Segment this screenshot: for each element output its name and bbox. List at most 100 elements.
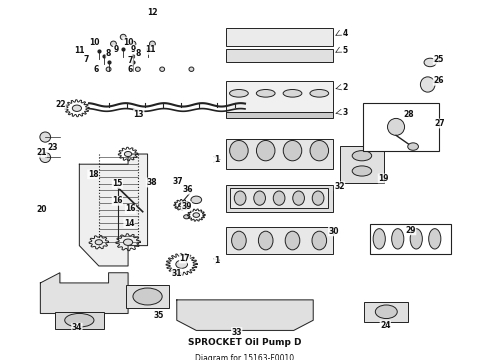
- Text: 18: 18: [88, 170, 98, 179]
- Text: 21: 21: [36, 148, 47, 157]
- Text: 19: 19: [378, 174, 389, 183]
- Bar: [225, 112, 333, 118]
- Circle shape: [124, 152, 132, 157]
- Ellipse shape: [160, 67, 165, 71]
- Circle shape: [179, 203, 185, 207]
- Ellipse shape: [229, 90, 248, 97]
- Ellipse shape: [352, 166, 372, 176]
- Text: 39: 39: [181, 202, 192, 211]
- Text: 10: 10: [89, 37, 99, 46]
- Ellipse shape: [310, 90, 329, 97]
- Text: 13: 13: [134, 109, 144, 118]
- Ellipse shape: [189, 67, 194, 71]
- Ellipse shape: [424, 58, 436, 67]
- Text: 10: 10: [123, 37, 133, 46]
- Ellipse shape: [40, 152, 50, 162]
- Ellipse shape: [256, 140, 275, 161]
- Ellipse shape: [420, 77, 435, 92]
- Bar: [225, 49, 333, 62]
- Ellipse shape: [40, 132, 50, 142]
- Ellipse shape: [111, 41, 116, 46]
- Ellipse shape: [283, 90, 302, 97]
- Bar: [225, 139, 333, 169]
- Text: 3: 3: [342, 108, 347, 117]
- Bar: [225, 28, 333, 46]
- Text: 9: 9: [130, 45, 136, 54]
- Text: 32: 32: [334, 182, 345, 191]
- Text: 24: 24: [380, 321, 391, 330]
- Ellipse shape: [410, 229, 422, 249]
- Text: 1: 1: [214, 155, 220, 164]
- Ellipse shape: [310, 140, 329, 161]
- Text: 17: 17: [179, 254, 190, 263]
- Ellipse shape: [285, 231, 300, 250]
- Ellipse shape: [135, 67, 140, 71]
- Ellipse shape: [178, 262, 185, 267]
- Bar: [55, 312, 104, 329]
- Ellipse shape: [258, 231, 273, 250]
- Ellipse shape: [65, 314, 94, 327]
- Text: 26: 26: [433, 76, 443, 85]
- Text: 38: 38: [146, 178, 157, 187]
- Bar: [365, 302, 408, 322]
- Text: 15: 15: [112, 179, 122, 188]
- Text: 30: 30: [328, 227, 339, 236]
- Text: 6: 6: [128, 66, 133, 75]
- Circle shape: [73, 105, 81, 111]
- Text: 35: 35: [153, 311, 164, 320]
- Text: Diagram for 15163-F0010: Diagram for 15163-F0010: [196, 354, 294, 360]
- Text: 1: 1: [214, 256, 220, 265]
- Bar: [225, 227, 333, 254]
- Text: 16: 16: [112, 196, 122, 205]
- Ellipse shape: [184, 215, 190, 219]
- Text: 34: 34: [72, 323, 82, 332]
- Ellipse shape: [273, 191, 285, 205]
- Text: 8: 8: [135, 49, 141, 58]
- Text: 37: 37: [172, 177, 183, 186]
- Bar: [125, 285, 170, 309]
- Bar: [363, 103, 439, 150]
- Ellipse shape: [133, 288, 162, 305]
- Polygon shape: [79, 154, 147, 266]
- Text: 7: 7: [128, 55, 133, 64]
- Text: 25: 25: [433, 55, 443, 64]
- Ellipse shape: [373, 229, 385, 249]
- Text: 11: 11: [74, 46, 85, 55]
- Ellipse shape: [256, 90, 275, 97]
- Polygon shape: [40, 273, 128, 314]
- Bar: [340, 145, 384, 183]
- Circle shape: [95, 240, 102, 245]
- Text: 11: 11: [145, 45, 155, 54]
- Ellipse shape: [388, 118, 405, 135]
- Circle shape: [176, 260, 188, 268]
- Text: 36: 36: [183, 185, 193, 194]
- Text: 6: 6: [94, 66, 99, 75]
- Bar: [225, 185, 333, 212]
- Text: 8: 8: [106, 49, 111, 58]
- Ellipse shape: [254, 191, 266, 205]
- Text: 5: 5: [343, 46, 347, 55]
- Bar: [225, 81, 333, 112]
- Ellipse shape: [283, 140, 302, 161]
- Ellipse shape: [429, 229, 441, 249]
- Circle shape: [193, 213, 199, 217]
- Ellipse shape: [106, 67, 111, 71]
- Ellipse shape: [392, 229, 404, 249]
- Text: 23: 23: [48, 143, 58, 152]
- Ellipse shape: [191, 196, 202, 203]
- Text: 4: 4: [342, 29, 347, 38]
- Ellipse shape: [408, 143, 418, 150]
- Text: 22: 22: [55, 100, 66, 109]
- Text: 2: 2: [342, 84, 347, 93]
- Text: 9: 9: [113, 45, 119, 54]
- Text: 16: 16: [125, 204, 136, 213]
- Text: 31: 31: [172, 269, 182, 278]
- Polygon shape: [177, 300, 313, 330]
- Ellipse shape: [149, 41, 155, 46]
- Text: 33: 33: [231, 328, 242, 337]
- Ellipse shape: [293, 191, 304, 205]
- Ellipse shape: [234, 191, 246, 205]
- Ellipse shape: [375, 305, 397, 319]
- Text: 28: 28: [403, 109, 414, 118]
- Bar: [370, 224, 451, 254]
